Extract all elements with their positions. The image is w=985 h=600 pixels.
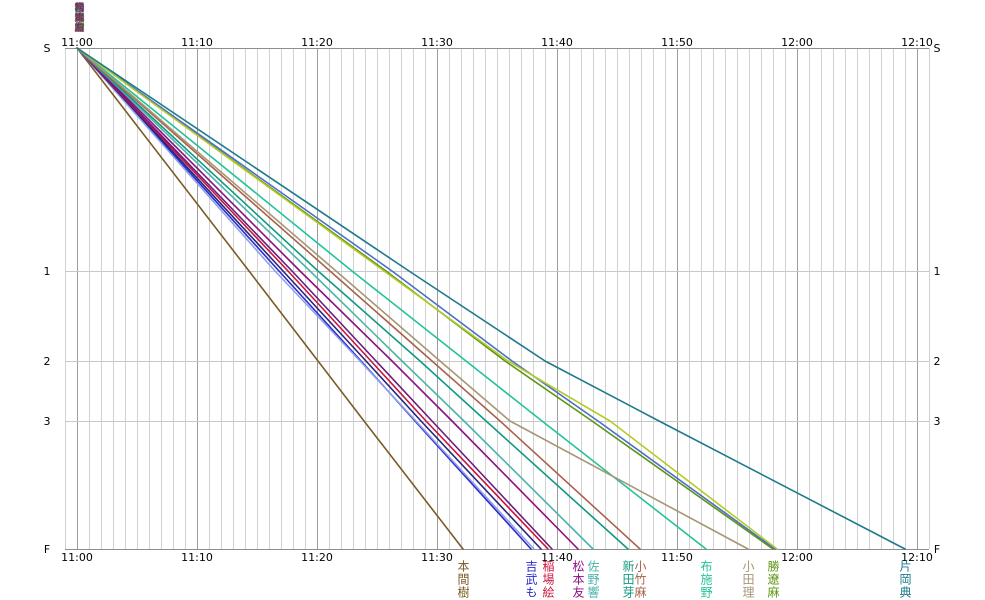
- series-line-11: [76, 47, 749, 550]
- series-lines: [76, 47, 906, 550]
- series-line-1: [76, 47, 532, 550]
- control-label-right: F: [934, 543, 940, 556]
- control-label-right: 2: [934, 355, 941, 368]
- x-tick-label-top: 12:00: [781, 36, 813, 49]
- start-name-label: 片岡典: [72, 2, 83, 32]
- control-label-right: 1: [934, 265, 941, 278]
- start-name-label: 佐野響: [72, 2, 83, 32]
- series-line-4: [76, 47, 549, 550]
- x-tick-label-top: 11:20: [301, 36, 333, 49]
- finish-name-label: 本間樹: [456, 560, 470, 599]
- series-line-9: [76, 47, 641, 550]
- x-tick-label-bottom: 12:00: [781, 551, 813, 564]
- finish-name-label: 佐野響: [586, 560, 600, 599]
- x-tick-label-bottom: 12:10: [901, 551, 933, 564]
- control-label-left: F: [44, 543, 50, 556]
- x-tick-label-bottom: 11:50: [661, 551, 693, 564]
- control-label-left: 1: [44, 265, 51, 278]
- series-line-7: [76, 47, 594, 550]
- finish-name-label: 小田理: [741, 560, 755, 599]
- start-name-label: 新田芽: [72, 2, 83, 32]
- series-line-14: [76, 47, 778, 550]
- control-label-left: S: [44, 42, 51, 55]
- control-label-left: 2: [44, 355, 51, 368]
- series-line-15: [76, 47, 906, 550]
- axis-labels: 11:00 11:00 11:10 11:10 11:20 11:20 11:30 11:30…: [44, 36, 941, 564]
- series-line-3: [76, 47, 542, 550]
- x-tick-label-top: 11:40: [541, 36, 573, 49]
- start-name-label: 稲場絵: [72, 2, 83, 32]
- finish-name-label: 新田芽: [621, 560, 635, 599]
- series-line-2: [76, 47, 535, 550]
- grid: [65, 48, 930, 550]
- x-tick-label-bottom: 11:40: [541, 551, 573, 564]
- finish-name-label: 小竹麻: [633, 560, 647, 599]
- x-tick-label-top: 11:00: [61, 36, 93, 49]
- series-line-8: [76, 47, 629, 550]
- x-tick-label-top: 12:10: [901, 36, 933, 49]
- finish-name-label: 吉武も: [524, 560, 538, 599]
- finish-name-label: 松本友: [571, 560, 585, 599]
- start-name-label: 吉武も: [72, 2, 83, 32]
- x-tick-label-bottom: 11:20: [301, 551, 333, 564]
- x-tick-label-top: 11:50: [661, 36, 693, 49]
- x-tick-label-top: 11:10: [181, 36, 213, 49]
- series-line-5: [76, 47, 553, 550]
- series-line-10: [76, 47, 707, 550]
- x-tick-label-bottom: 11:30: [421, 551, 453, 564]
- control-label-right: 3: [934, 415, 941, 428]
- series-line-0: [76, 47, 464, 550]
- series-line-13: [76, 47, 776, 550]
- finish-name-label: 布施野: [699, 560, 713, 599]
- x-tick-label-top: 11:30: [421, 36, 453, 49]
- finish-name-label: 稲場絵: [541, 560, 555, 599]
- finish-name-label: 勝遼麻: [766, 560, 780, 599]
- control-label-right: S: [934, 42, 941, 55]
- control-label-left: 3: [44, 415, 51, 428]
- x-tick-label-bottom: 11:00: [61, 551, 93, 564]
- start-name-label: 本間樹: [72, 2, 83, 32]
- start-name-label: 松本友: [72, 2, 83, 32]
- start-name-label: 小竹麻: [72, 2, 83, 32]
- series-line-6: [76, 47, 579, 550]
- x-tick-label-bottom: 11:10: [181, 551, 213, 564]
- start-name-label: 勝遼麻: [72, 2, 83, 32]
- start-name-label: 布施野: [72, 2, 83, 32]
- start-name-label: 小田理: [72, 2, 83, 32]
- finish-name-label: 片岡典: [898, 560, 912, 599]
